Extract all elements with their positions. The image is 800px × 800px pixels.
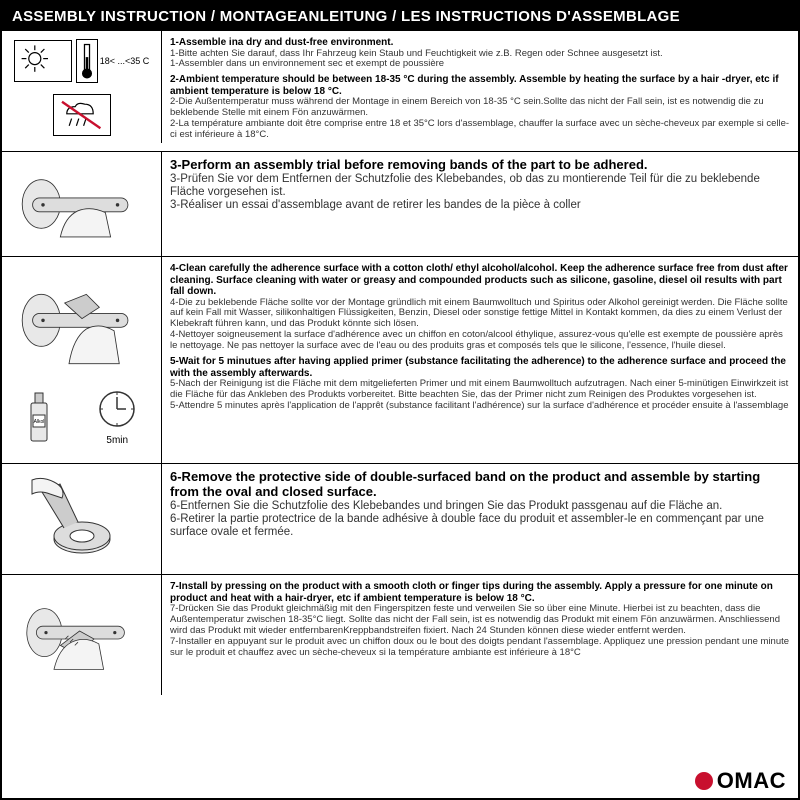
clock-icon bbox=[96, 388, 138, 430]
step-7: 7-Install by pressing on the product wit… bbox=[170, 581, 790, 659]
step-5-fr: 5-Attendre 5 minutes après l'application… bbox=[170, 401, 790, 412]
illustration-cell-5 bbox=[2, 575, 162, 695]
primer-bottle-icon: Alkol bbox=[25, 389, 53, 445]
step-2-fr: 2-La température ambiante doit être comp… bbox=[170, 119, 790, 141]
step-7-fr: 7-Installer en appuyant sur le produit a… bbox=[170, 637, 790, 659]
logo-text: OMAC bbox=[717, 768, 786, 794]
step-2-de: 2-Die Außentemperatur muss während der M… bbox=[170, 97, 790, 119]
handle-clean-icon bbox=[17, 274, 147, 384]
step-1-en: 1-Assemble ina dry and dust-free environ… bbox=[170, 37, 790, 49]
instruction-row-3: Alkol 5min 4-Clean carefull bbox=[2, 257, 798, 464]
illustration-cell-4 bbox=[2, 464, 162, 574]
logo-dot-icon bbox=[695, 772, 713, 790]
step-6-en: 6-Remove the protective side of double-s… bbox=[170, 470, 790, 500]
illustration-cell-3: Alkol 5min bbox=[2, 257, 162, 463]
step-4: 4-Clean carefully the adherence surface … bbox=[170, 263, 790, 352]
step-3-de: 3-Prüfen Sie vor dem Entfernen der Schut… bbox=[170, 173, 790, 199]
step-1-fr: 1-Assembler dans un environnement sec et… bbox=[170, 59, 790, 70]
thermometer-icon bbox=[76, 39, 98, 83]
step-3-en: 3-Perform an assembly trial before remov… bbox=[170, 158, 790, 173]
primer-label: Alkol bbox=[33, 419, 44, 425]
step-3-fr: 3-Réaliser un essai d'assemblage avant d… bbox=[170, 199, 790, 212]
instruction-row-2: 3-Perform an assembly trial before remov… bbox=[2, 152, 798, 257]
instruction-rows: 18< ...<35 C 1-Assemble ina dry and dust… bbox=[2, 31, 798, 764]
no-rain-icon bbox=[53, 94, 111, 136]
step-6-fr: 6-Retirer la partie protectrice de la ba… bbox=[170, 513, 790, 539]
illustration-cell-2 bbox=[2, 152, 162, 256]
step-4-fr: 4-Nettoyer soigneusement la surface d'ad… bbox=[170, 330, 790, 352]
step-4-en: 4-Clean carefully the adherence surface … bbox=[170, 263, 790, 298]
step-6: 6-Remove the protective side of double-s… bbox=[170, 470, 790, 540]
step-6-de: 6-Entfernen Sie die Schutzfolie des Kleb… bbox=[170, 500, 790, 513]
footer: OMAC bbox=[2, 764, 798, 798]
step-7-de: 7-Drücken Sie das Produkt gleichmäßig mi… bbox=[170, 604, 790, 637]
sun-icon bbox=[14, 40, 72, 82]
page-title: ASSEMBLY INSTRUCTION / MONTAGEANLEITUNG … bbox=[2, 2, 798, 31]
instruction-row-4: 6-Remove the protective side of double-s… bbox=[2, 464, 798, 575]
handle-press-icon bbox=[17, 599, 147, 671]
step-5-en: 5-Wait for 5 minutues after having appli… bbox=[170, 356, 790, 379]
step-1: 1-Assemble ina dry and dust-free environ… bbox=[170, 37, 790, 70]
instruction-page: ASSEMBLY INSTRUCTION / MONTAGEANLEITUNG … bbox=[0, 0, 800, 800]
handle-trial-icon bbox=[17, 168, 147, 240]
timer-block: 5min bbox=[96, 388, 138, 446]
text-cell-5: 7-Install by pressing on the product wit… bbox=[162, 575, 798, 695]
step-2-en: 2-Ambient temperature should be between … bbox=[170, 74, 790, 97]
step-3: 3-Perform an assembly trial before remov… bbox=[170, 158, 790, 213]
illustration-cell-1: 18< ...<35 C bbox=[2, 31, 162, 143]
temperature-range: 18< ...<35 C bbox=[100, 56, 150, 66]
text-cell-1: 1-Assemble ina dry and dust-free environ… bbox=[162, 31, 798, 151]
step-7-en: 7-Install by pressing on the product wit… bbox=[170, 581, 790, 604]
primer-timer-row: Alkol 5min bbox=[6, 388, 157, 446]
instruction-row-5: 7-Install by pressing on the product wit… bbox=[2, 575, 798, 695]
step-2: 2-Ambient temperature should be between … bbox=[170, 74, 790, 141]
tape-peel-icon bbox=[22, 474, 142, 564]
text-cell-4: 6-Remove the protective side of double-s… bbox=[162, 464, 798, 574]
timer-label: 5min bbox=[96, 435, 138, 446]
step-5-de: 5-Nach der Reinigung ist die Fläche mit … bbox=[170, 379, 790, 401]
text-cell-2: 3-Perform an assembly trial before remov… bbox=[162, 152, 798, 256]
instruction-row-1: 18< ...<35 C 1-Assemble ina dry and dust… bbox=[2, 31, 798, 152]
text-cell-3: 4-Clean carefully the adherence surface … bbox=[162, 257, 798, 463]
brand-logo: OMAC bbox=[695, 768, 786, 794]
thermometer-block: 18< ...<35 C bbox=[76, 39, 150, 83]
step-4-de: 4-Die zu beklebende Fläche sollte vor de… bbox=[170, 298, 790, 331]
step-5: 5-Wait for 5 minutues after having appli… bbox=[170, 356, 790, 412]
